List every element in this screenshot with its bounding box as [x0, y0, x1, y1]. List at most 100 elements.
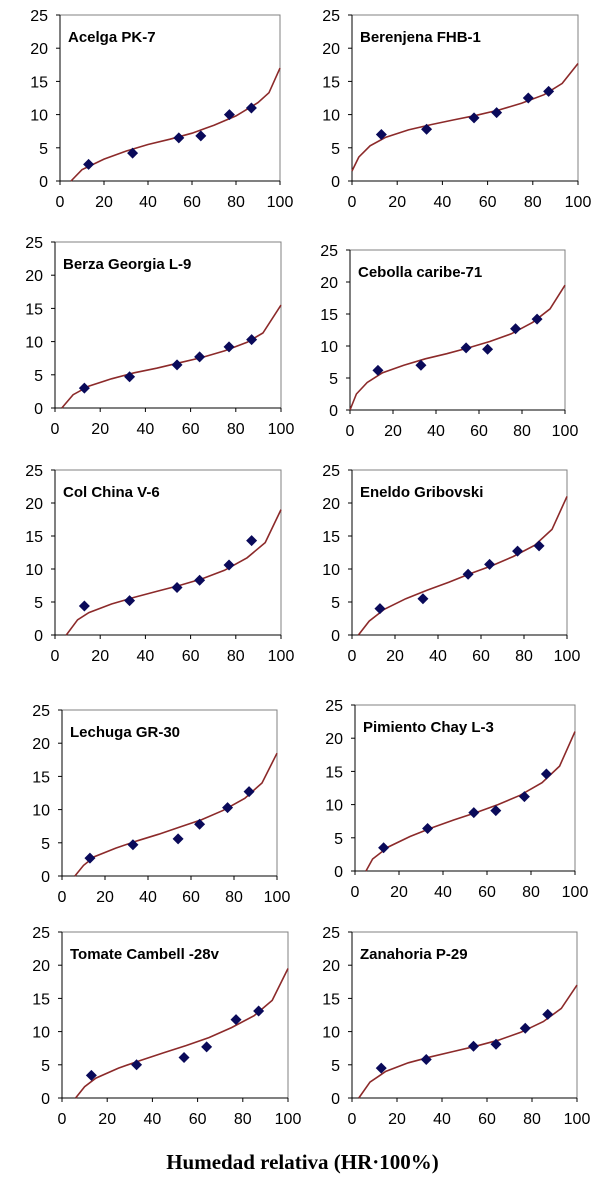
x-tick-label: 60	[479, 194, 497, 211]
y-tick-label: 10	[320, 339, 338, 356]
data-point	[482, 343, 494, 355]
y-tick-label: 20	[25, 268, 43, 285]
chart-panel-8: 0 5 10 15 20 25 0 20 40 60 80 100 Pimiento Chay L-3	[325, 698, 588, 901]
y-tick-label: 5	[334, 831, 343, 848]
x-tick-label: 100	[268, 648, 295, 665]
y-tick-label: 0	[34, 401, 43, 418]
y-tick-label: 0	[39, 174, 48, 191]
data-point	[372, 364, 384, 376]
y-tick-label: 15	[25, 301, 43, 318]
panel-title: Tomate Cambell -28v	[70, 946, 220, 963]
x-tick-label: 60	[478, 884, 496, 901]
y-tick-label: 20	[322, 496, 340, 513]
x-tick-label: 20	[388, 194, 406, 211]
x-tick-label: 100	[275, 1111, 302, 1128]
x-tick-label: 0	[348, 194, 357, 211]
y-tick-label: 15	[32, 769, 50, 786]
data-point	[194, 818, 206, 830]
x-tick-label: 0	[346, 423, 355, 440]
y-tick-label: 20	[322, 41, 340, 58]
chart-panel-9: 0 5 10 15 20 25 0 20 40 60 80 100 Tomate Cambell -28…	[32, 925, 301, 1128]
x-tick-label: 0	[58, 1111, 67, 1128]
x-tick-label: 100	[552, 423, 579, 440]
chart-panel-10: 0 5 10 15 20 25 0 20 40 60 80 100 Zanahoria P-29	[322, 925, 590, 1128]
x-tick-label: 60	[182, 421, 200, 438]
data-point	[246, 535, 258, 547]
y-tick-label: 15	[322, 991, 340, 1008]
x-tick-label: 0	[348, 1111, 357, 1128]
x-tick-label: 20	[91, 648, 109, 665]
x-tick-label: 60	[472, 648, 490, 665]
data-point	[422, 823, 434, 835]
y-tick-label: 10	[25, 562, 43, 579]
data-point	[171, 581, 183, 593]
x-tick-label: 40	[137, 648, 155, 665]
data-point	[195, 130, 207, 142]
data-point	[171, 359, 183, 371]
x-tick-label: 80	[234, 1111, 252, 1128]
chart-panel-3: 0 5 10 15 20 25 0 20 40 60 80 100 Berza Georgia L-9	[25, 235, 294, 438]
x-tick-label: 40	[137, 421, 155, 438]
x-tick-label: 60	[470, 423, 488, 440]
plot-area	[59, 14, 281, 182]
x-tick-label: 20	[95, 194, 113, 211]
data-point	[490, 805, 502, 817]
x-tick-label: 0	[58, 889, 67, 906]
x-tick-label: 0	[348, 648, 357, 665]
data-point	[375, 1062, 387, 1074]
x-tick-label: 60	[189, 1111, 207, 1128]
panel-title: Berenjena FHB-1	[360, 29, 481, 46]
x-tick-label: 100	[565, 194, 592, 211]
plot-area	[61, 931, 289, 1099]
x-tick-label: 20	[91, 421, 109, 438]
x-tick-label: 80	[513, 423, 531, 440]
y-tick-label: 20	[325, 731, 343, 748]
y-tick-label: 10	[322, 108, 340, 125]
data-point	[178, 1051, 190, 1063]
data-point	[194, 574, 206, 586]
y-tick-label: 25	[320, 243, 338, 260]
x-tick-label: 20	[96, 889, 114, 906]
y-tick-label: 0	[41, 1091, 50, 1108]
y-tick-label: 10	[30, 108, 48, 125]
y-tick-label: 5	[39, 141, 48, 158]
x-tick-label: 0	[51, 421, 60, 438]
y-tick-label: 20	[322, 958, 340, 975]
panel-title: Zanahoria P-29	[360, 946, 468, 963]
chart-panel-4: 0 5 10 15 20 25 0 20 40 60 80 100 Cebolla caribe-71	[320, 243, 578, 440]
plot-area	[351, 14, 579, 182]
y-tick-label: 0	[331, 628, 340, 645]
data-point	[131, 1059, 143, 1071]
y-tick-label: 5	[41, 836, 50, 853]
data-point	[490, 1038, 502, 1050]
data-point	[85, 1069, 97, 1081]
x-tick-label: 100	[564, 1111, 591, 1128]
x-tick-label: 80	[522, 884, 540, 901]
y-tick-label: 15	[32, 991, 50, 1008]
y-tick-label: 5	[34, 368, 43, 385]
y-tick-label: 5	[34, 595, 43, 612]
y-tick-label: 20	[32, 958, 50, 975]
x-axis-label: Humedad relativa (HR·100%)	[166, 1150, 439, 1174]
y-tick-label: 10	[32, 1025, 50, 1042]
data-point	[378, 842, 390, 854]
y-tick-label: 10	[322, 562, 340, 579]
y-tick-label: 25	[325, 698, 343, 715]
data-point	[468, 1040, 479, 1052]
y-tick-label: 5	[329, 371, 338, 388]
y-tick-label: 10	[32, 803, 50, 820]
y-tick-label: 15	[320, 307, 338, 324]
x-tick-label: 80	[227, 194, 245, 211]
data-point	[243, 786, 255, 798]
data-point	[540, 768, 552, 780]
data-point	[484, 558, 496, 570]
data-point	[127, 839, 139, 851]
data-point	[223, 109, 235, 121]
data-point	[194, 351, 206, 363]
x-tick-label: 80	[523, 1111, 541, 1128]
y-tick-label: 5	[331, 595, 340, 612]
y-tick-label: 15	[322, 529, 340, 546]
x-tick-label: 100	[264, 889, 291, 906]
x-tick-label: 80	[524, 194, 542, 211]
y-tick-label: 20	[25, 496, 43, 513]
